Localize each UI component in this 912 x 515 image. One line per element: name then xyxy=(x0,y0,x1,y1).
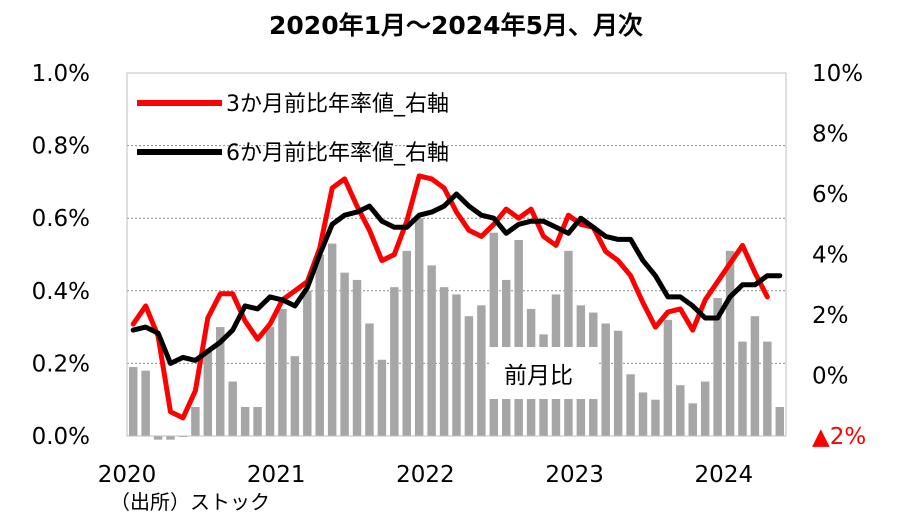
x-tick-label: 2020 xyxy=(98,462,157,488)
bar xyxy=(253,406,262,436)
bar xyxy=(725,250,735,436)
bar xyxy=(303,290,312,436)
bar xyxy=(676,385,685,436)
bar xyxy=(402,250,411,436)
left-axis-ticks: 0.0% 0.2% 0.4% 0.6% 0.8% 1.0% xyxy=(32,61,90,450)
right-tick-label: 0% xyxy=(812,364,849,390)
bar xyxy=(228,381,237,436)
source-note: （出所）ストック xyxy=(110,490,270,514)
bar-series-label: 前月比 xyxy=(504,363,573,389)
bar xyxy=(439,287,449,436)
legend-label-6m: 6か月前比年率値_右軸 xyxy=(226,141,449,166)
x-tick-label: 2023 xyxy=(545,462,604,488)
bar xyxy=(626,374,635,436)
right-axis-ticks: ▲2% 0% 2% 4% 6% 8% 10% xyxy=(812,61,866,450)
bar xyxy=(638,392,648,436)
bar xyxy=(203,348,213,436)
bar xyxy=(352,279,362,436)
bar xyxy=(688,403,697,436)
bar xyxy=(564,250,573,436)
right-tick-label: 10% xyxy=(812,61,863,87)
right-tick-label: 4% xyxy=(812,243,849,269)
chart-title: 2020年1月～2024年5月、月次 xyxy=(269,11,643,40)
bar xyxy=(613,330,623,436)
right-tick-label: 8% xyxy=(812,122,849,148)
bar xyxy=(290,356,300,436)
bar xyxy=(141,370,150,436)
bar xyxy=(663,319,673,436)
bar xyxy=(763,341,772,436)
right-tick-label: 2% xyxy=(812,303,849,329)
bar xyxy=(477,305,486,436)
x-tick-label: 2022 xyxy=(396,462,455,488)
bar xyxy=(700,381,710,436)
gridlines xyxy=(127,145,786,364)
x-tick-label: 2024 xyxy=(695,462,754,488)
bar xyxy=(452,294,461,436)
bar xyxy=(278,308,287,436)
bar xyxy=(166,436,175,440)
bar xyxy=(377,359,387,436)
bar xyxy=(750,316,760,436)
right-tick-label: 6% xyxy=(812,182,849,208)
chart-svg: 0.0% 0.2% 0.4% 0.6% 0.8% 1.0% ▲2% 0% 2% 4% 6% 8% 10… xyxy=(32,61,867,488)
bar xyxy=(414,218,424,436)
bar xyxy=(427,265,436,436)
bar xyxy=(601,323,610,436)
bar xyxy=(651,399,660,436)
legend-label-3m: 3か月前比年率値_右軸 xyxy=(226,92,449,117)
left-tick-label: 0.6% xyxy=(32,206,90,232)
bar xyxy=(775,406,785,436)
bar xyxy=(153,436,163,440)
left-tick-label: 0.8% xyxy=(32,134,90,160)
x-tick-label: 2021 xyxy=(247,462,306,488)
x-axis-ticks: 2020 2021 2022 2023 2024 xyxy=(98,462,753,488)
bar xyxy=(738,341,747,436)
bar xyxy=(327,243,337,436)
bars-monthly-change xyxy=(128,218,785,440)
plot-frame xyxy=(126,72,787,437)
bar xyxy=(265,327,275,436)
bar xyxy=(240,406,250,436)
bar xyxy=(340,272,349,436)
legend: 3か月前比年率値_右軸 6か月前比年率値_右軸 xyxy=(137,92,449,166)
bar xyxy=(390,287,399,436)
bar xyxy=(514,239,523,436)
left-tick-label: 1.0% xyxy=(32,61,90,87)
bar xyxy=(713,298,722,436)
bar-label-box xyxy=(489,347,599,399)
left-tick-label: 0.0% xyxy=(32,424,90,450)
line-6m-annualized xyxy=(130,191,783,366)
bar xyxy=(216,327,225,436)
bar xyxy=(315,254,324,436)
bar xyxy=(464,316,474,436)
bar xyxy=(489,232,499,436)
right-tick-label: ▲2% xyxy=(812,424,866,450)
left-tick-label: 0.4% xyxy=(32,279,90,305)
left-tick-label: 0.2% xyxy=(32,351,90,377)
line-series xyxy=(130,173,783,421)
bar xyxy=(128,367,138,436)
bar xyxy=(191,406,200,436)
bar xyxy=(365,323,374,436)
